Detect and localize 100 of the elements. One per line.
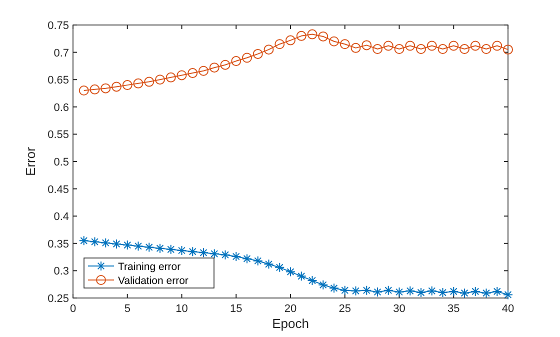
legend-label: Validation error [118, 275, 189, 287]
point [264, 44, 274, 55]
y-tick-label: 0.45 [48, 184, 69, 196]
point [112, 82, 122, 92]
point [383, 40, 394, 51]
point [286, 266, 296, 277]
point [188, 68, 198, 78]
point [438, 288, 448, 298]
point [329, 36, 339, 46]
point [242, 52, 252, 63]
x-tick-label: 35 [448, 303, 460, 315]
point [307, 29, 318, 40]
point [350, 42, 361, 53]
point [198, 248, 208, 258]
y-tick-label: 0.5 [54, 156, 69, 168]
y-tick-label: 0.55 [48, 129, 69, 142]
point [460, 44, 470, 54]
point [329, 283, 339, 294]
point [90, 236, 100, 247]
point [198, 66, 208, 76]
point [155, 74, 165, 85]
point [220, 250, 230, 260]
point [252, 256, 263, 266]
point [231, 252, 242, 262]
legend-label: Training error [118, 261, 182, 273]
point [144, 242, 154, 252]
point [503, 44, 513, 55]
point [231, 56, 242, 66]
y-tick-label: 0.35 [48, 238, 69, 250]
y-tick-label: 0.3 [54, 266, 69, 278]
y-tick-label: 0.6 [54, 102, 69, 114]
point [252, 48, 263, 59]
point [394, 44, 404, 54]
y-tick-label: 0.4 [54, 211, 69, 224]
y-tick-label: 0.7 [54, 47, 69, 60]
y-tick-label: 0.25 [48, 293, 69, 305]
point [296, 271, 306, 282]
point [416, 44, 426, 54]
x-tick-label: 15 [230, 303, 242, 315]
point [166, 72, 176, 82]
point [340, 285, 350, 296]
point [176, 246, 187, 256]
point [470, 40, 480, 51]
point [350, 286, 361, 296]
point [362, 40, 372, 50]
point [460, 288, 470, 298]
point [100, 238, 111, 248]
point [122, 240, 132, 250]
point [503, 290, 513, 300]
point [416, 288, 426, 298]
point [286, 35, 296, 46]
y-axis-title: Error [23, 146, 38, 176]
x-axis-title: Epoch [272, 316, 309, 331]
point [426, 40, 437, 51]
point [492, 40, 502, 51]
point [492, 286, 502, 296]
point [405, 286, 416, 296]
point [242, 254, 252, 264]
x-tick-label: 25 [338, 303, 351, 315]
x-tick-label: 30 [393, 303, 406, 315]
point [448, 40, 459, 51]
point [133, 78, 144, 88]
point [481, 288, 492, 298]
point [340, 39, 350, 50]
point [78, 86, 89, 96]
point [100, 83, 111, 94]
x-tick-label: 0 [70, 303, 76, 315]
point [90, 84, 100, 94]
point [176, 70, 187, 80]
x-tick-label: 10 [176, 303, 188, 315]
y-tick-label: 0.65 [48, 74, 69, 87]
point [318, 31, 328, 42]
point [209, 62, 220, 73]
point [264, 259, 274, 270]
x-tick-label: 20 [284, 303, 297, 315]
point [383, 285, 394, 296]
point [405, 40, 416, 51]
point [122, 80, 132, 90]
x-tick-label: 5 [124, 303, 130, 315]
point [274, 262, 285, 272]
point [318, 280, 328, 290]
point [296, 30, 306, 41]
point [220, 60, 230, 70]
point [372, 44, 382, 54]
point [144, 76, 154, 87]
point [112, 238, 122, 249]
point [362, 285, 372, 296]
x-tick-label: 40 [502, 303, 514, 315]
point [307, 276, 318, 286]
point [448, 286, 459, 296]
point [426, 286, 437, 296]
point [133, 241, 144, 252]
point [155, 243, 165, 254]
point [438, 44, 448, 54]
y-tick-label: 0.75 [48, 20, 69, 32]
point [372, 286, 382, 297]
point [166, 244, 176, 254]
point [188, 246, 198, 257]
point [274, 39, 285, 50]
point [209, 248, 220, 259]
